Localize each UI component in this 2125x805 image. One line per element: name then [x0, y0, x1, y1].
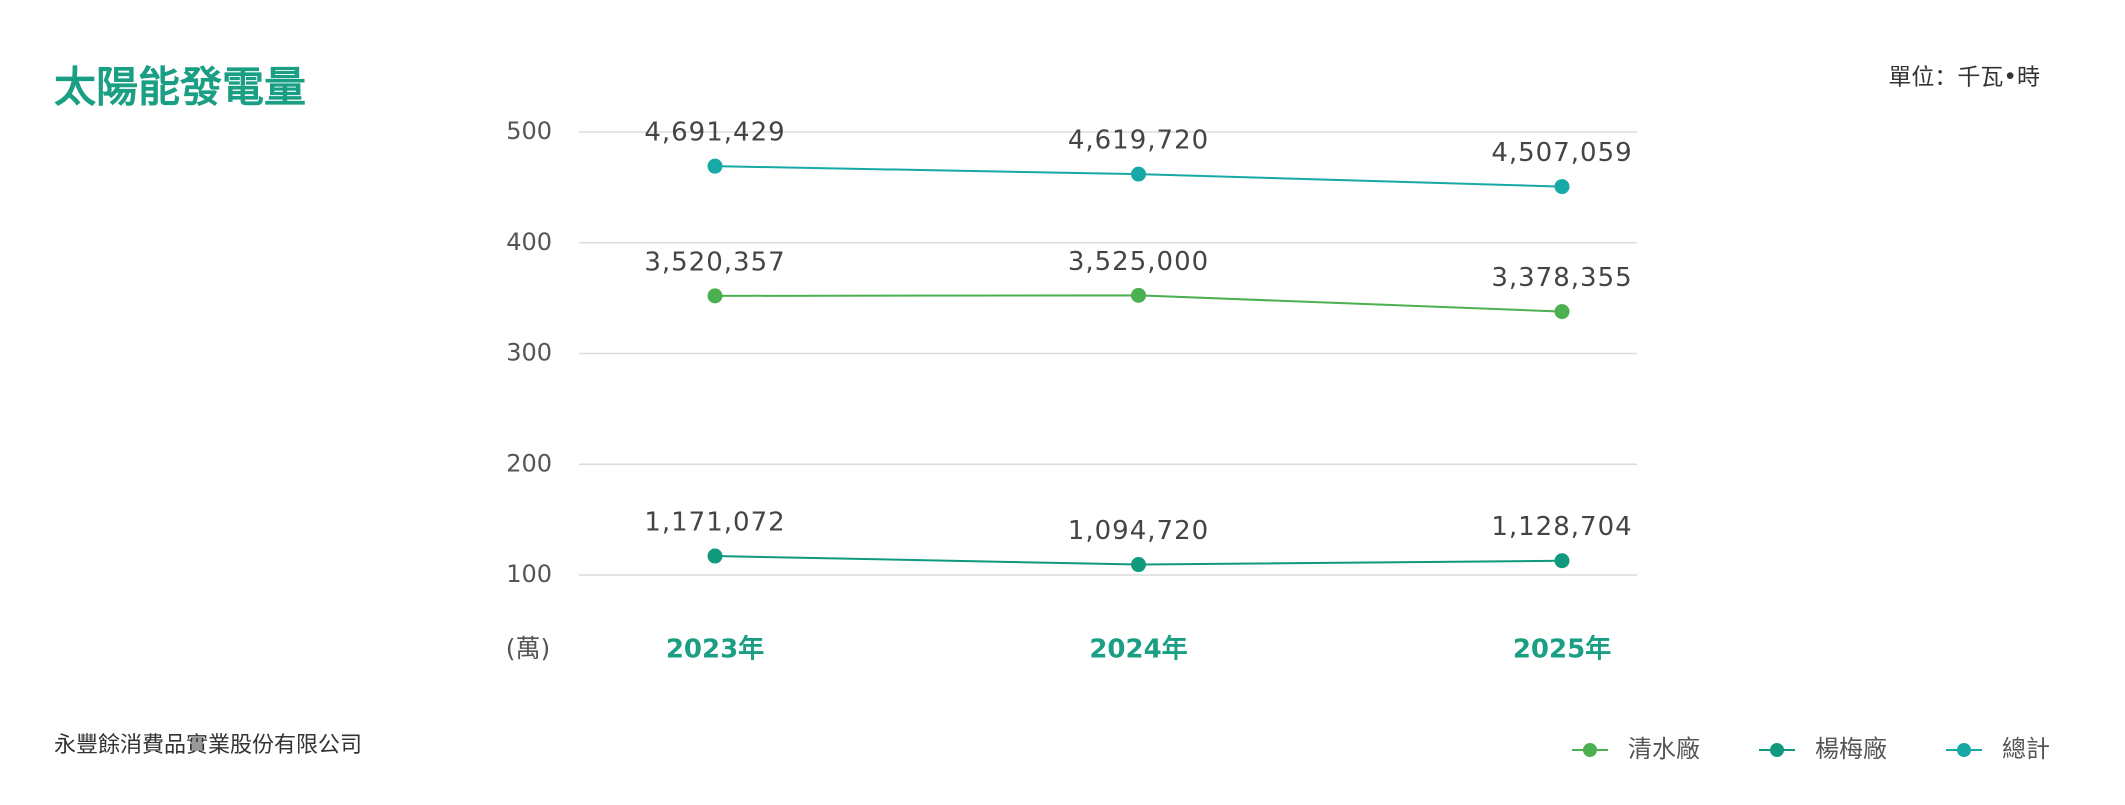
- legend-label: 楊梅廠: [1815, 735, 1887, 763]
- unit-label: 單位：千瓦•時: [1888, 65, 2040, 91]
- data-point: [1554, 179, 1570, 195]
- data-point: [1131, 287, 1146, 303]
- x-tick-label: 2025年: [1513, 634, 1611, 665]
- data-label: 1,171,072: [644, 508, 785, 538]
- data-label: 4,691,429: [644, 118, 785, 148]
- data-label: 3,378,355: [1491, 263, 1632, 293]
- y-axis-label: (萬): [506, 634, 551, 663]
- data-label: 1,128,704: [1491, 512, 1632, 542]
- y-tick-label: 500: [506, 117, 552, 145]
- y-tick-label: 100: [506, 560, 552, 588]
- legend-marker: [1957, 743, 1971, 757]
- legend-marker: [1583, 743, 1597, 757]
- legend-marker: [1770, 743, 1784, 757]
- y-tick-label: 300: [506, 339, 552, 367]
- data-label: 4,507,059: [1491, 138, 1632, 168]
- data-point: [707, 158, 723, 174]
- x-tick-label: 2023年: [666, 634, 764, 665]
- data-label: 3,525,000: [1068, 247, 1209, 277]
- data-point: [707, 288, 723, 304]
- x-tick-label: 2024年: [1089, 634, 1187, 665]
- data-point: [1554, 304, 1570, 320]
- data-label: 1,094,720: [1068, 516, 1209, 546]
- y-tick-label: 200: [506, 449, 552, 477]
- legend-label: 清水廠: [1628, 735, 1700, 763]
- data-point: [1554, 553, 1570, 569]
- data-point: [1131, 557, 1146, 573]
- footer: 永豐餘消費品實業股份有限公司: [54, 733, 362, 758]
- chart-title: 太陽能發電量: [54, 63, 306, 112]
- data-point: [1131, 166, 1146, 182]
- data-point: [707, 548, 723, 564]
- data-label: 3,520,357: [644, 247, 785, 277]
- y-tick-label: 400: [506, 228, 552, 256]
- data-label: 4,619,720: [1068, 126, 1209, 156]
- legend-label: 總計: [2002, 735, 2050, 763]
